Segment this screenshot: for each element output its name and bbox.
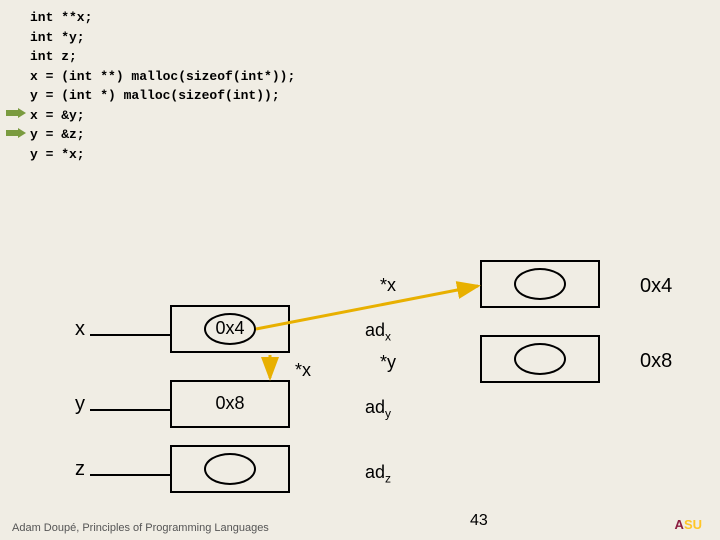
asu-logo: ASU bbox=[675, 517, 702, 532]
connector-line bbox=[0, 260, 720, 520]
annotation: *x bbox=[295, 360, 311, 381]
code-line: y = *x; bbox=[30, 145, 295, 165]
code-line: int **x; bbox=[30, 8, 295, 28]
slide-number: 43 bbox=[470, 512, 488, 530]
value-oval bbox=[514, 268, 566, 300]
code-line: x = &y; bbox=[30, 106, 295, 126]
annotation: *y bbox=[380, 352, 396, 373]
memory-diagram: x y z 0x4 0x8 *x adx *x *y ady adz 0x4 0… bbox=[0, 260, 720, 520]
code-line: y = &z; bbox=[30, 125, 295, 145]
annotation-text: ad bbox=[365, 462, 385, 482]
code-line: y = (int *) malloc(sizeof(int)); bbox=[30, 86, 295, 106]
annotation: adz bbox=[365, 462, 391, 486]
pointer-arrow bbox=[0, 260, 720, 520]
address-label: 0x4 bbox=[640, 275, 672, 298]
annotation-sub: x bbox=[385, 330, 391, 344]
var-label-z: z bbox=[75, 458, 85, 481]
address-label: 0x8 bbox=[640, 350, 672, 373]
box-value: 0x4 bbox=[212, 318, 248, 339]
code-block: int **x; int *y; int z; x = (int **) mal… bbox=[30, 8, 295, 164]
annotation-sub: y bbox=[385, 407, 391, 421]
annotation: adx bbox=[365, 320, 391, 344]
value-oval bbox=[204, 453, 256, 485]
annotation-sub: z bbox=[385, 472, 391, 486]
annotation-text: ad bbox=[365, 320, 385, 340]
execution-marker-icon bbox=[6, 105, 26, 115]
footer-text: Adam Doupé, Principles of Programming La… bbox=[12, 522, 269, 534]
annotation-text: ad bbox=[365, 397, 385, 417]
code-line: int z; bbox=[30, 47, 295, 67]
var-label-x: x bbox=[75, 318, 85, 341]
annotation: *x bbox=[380, 275, 396, 296]
code-line: x = (int **) malloc(sizeof(int*)); bbox=[30, 67, 295, 87]
logo-su: SU bbox=[684, 517, 702, 532]
code-line: int *y; bbox=[30, 28, 295, 48]
value-oval bbox=[514, 343, 566, 375]
logo-a: A bbox=[675, 517, 684, 532]
var-label-y: y bbox=[75, 393, 85, 416]
annotation: ady bbox=[365, 397, 391, 421]
execution-marker-icon bbox=[6, 125, 26, 135]
box-value: 0x8 bbox=[210, 393, 250, 414]
